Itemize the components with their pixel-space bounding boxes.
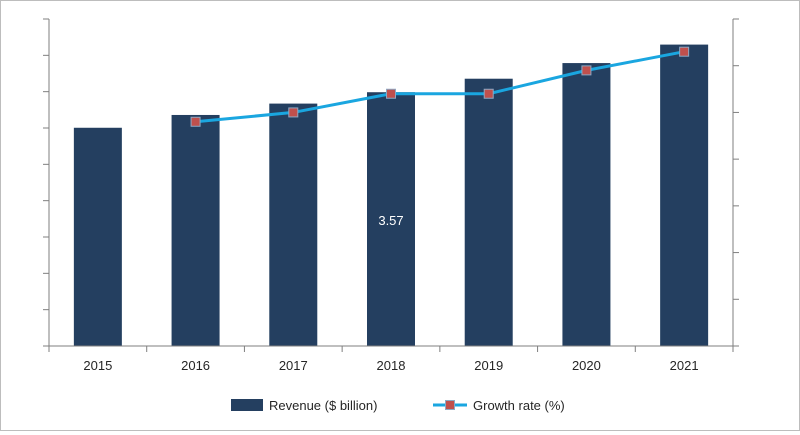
growth-point-2020 xyxy=(581,65,592,76)
labels-layer: 3.57 xyxy=(378,213,403,228)
legend-label-revenue: Revenue ($ billion) xyxy=(269,398,377,413)
bars-layer xyxy=(73,44,709,346)
bar-2016 xyxy=(171,114,220,346)
x-tick-label: 2021 xyxy=(670,358,699,373)
legend: Revenue ($ billion) Growth rate (%) xyxy=(231,398,565,413)
bar-2018 xyxy=(367,92,415,346)
growth-point-2016 xyxy=(190,116,201,127)
legend-label-growth: Growth rate (%) xyxy=(473,398,565,413)
axes-layer: 2015 2016 2017 2018 2019 2020 2021 xyxy=(43,18,739,373)
bar-2021 xyxy=(660,44,709,346)
legend-swatch-growth-marker xyxy=(445,400,455,410)
bar-2017 xyxy=(269,103,318,346)
growth-line-layer xyxy=(190,46,690,127)
x-tick-label: 2016 xyxy=(181,358,210,373)
data-label-2018: 3.57 xyxy=(378,213,403,228)
growth-point-2018 xyxy=(386,88,396,99)
x-tick-label: 2020 xyxy=(572,358,601,373)
legend-swatch-revenue xyxy=(231,399,263,411)
growth-rate-line xyxy=(195,50,685,124)
growth-point-2017 xyxy=(288,107,299,118)
growth-point-2019 xyxy=(483,88,494,99)
x-tick-label: 2018 xyxy=(377,358,406,373)
growth-point-2021 xyxy=(679,46,690,57)
x-tick-label: 2019 xyxy=(474,358,503,373)
x-tick-label: 2017 xyxy=(279,358,308,373)
x-tick-label: 2015 xyxy=(83,358,112,373)
bar-2019 xyxy=(464,78,513,346)
bar-2020 xyxy=(562,63,611,346)
bar-2015 xyxy=(73,127,122,346)
